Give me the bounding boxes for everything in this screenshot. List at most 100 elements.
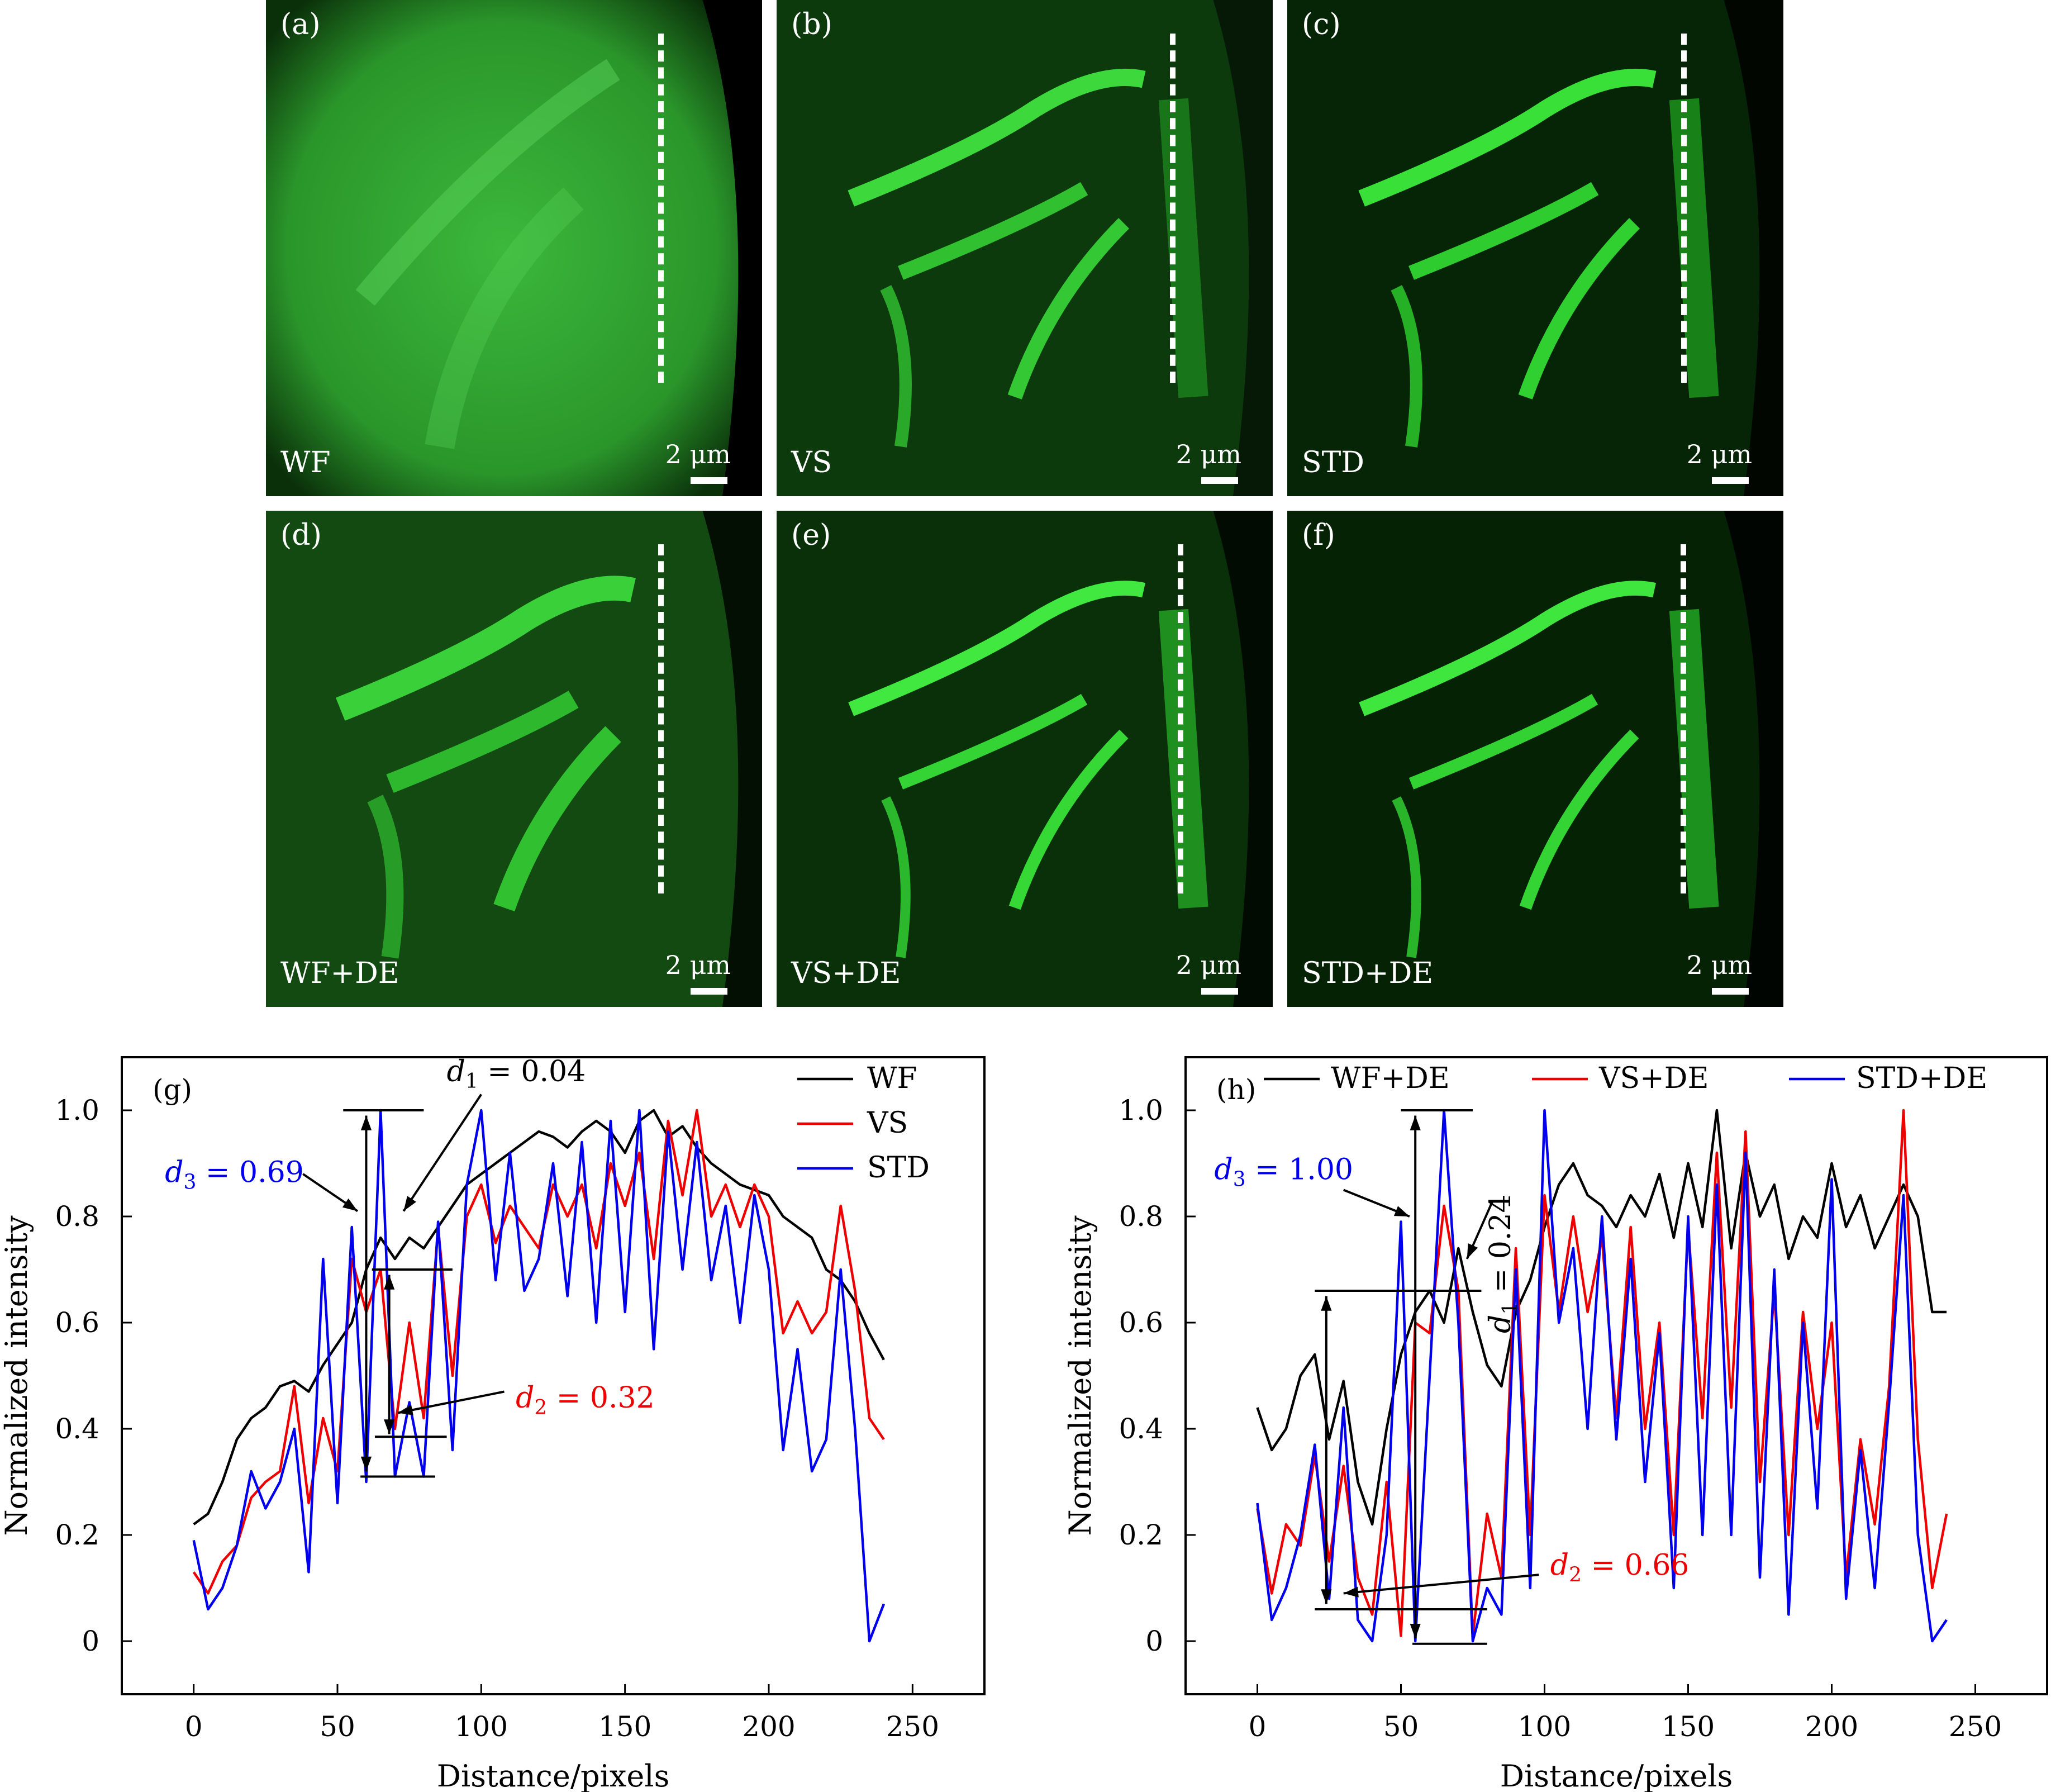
chart-1: 0 50 100 150 200 250 0 0.2 0.4 0.6 0.8 1.0 Distance/…	[1063, 1056, 2048, 1792]
y-tick-label: 0.4	[1119, 1413, 1163, 1445]
fluorescence-image-f	[1287, 511, 1783, 1007]
chart-0: 0 50 100 150 200 250 0 0.2 0.4 0.6 0.8 1.0 Distance/…	[0, 1055, 986, 1792]
d1-pointer-head	[1467, 1243, 1478, 1259]
method-label-f: STD+DE	[1302, 957, 1434, 990]
d3-arrow-up-head	[360, 1115, 372, 1130]
scale-bar-a	[691, 477, 727, 484]
y-tick-label: 0.4	[55, 1413, 99, 1445]
d2-pointer-head	[398, 1404, 413, 1415]
method-label-e: VS+DE	[791, 957, 901, 990]
d2-pointer-head	[1343, 1586, 1359, 1598]
d2-arrow-down-head	[384, 1419, 395, 1434]
y-tick-label: 0.2	[1119, 1519, 1163, 1551]
x-tick-label: 100	[455, 1710, 508, 1743]
legend-label: WF+DE	[1331, 1062, 1450, 1095]
distance-annotation-d2: d2 = 0.66	[1550, 1548, 1690, 1586]
panel-label-e: (e)	[791, 519, 831, 552]
panel-label-b: (b)	[791, 8, 832, 41]
panel-label-c: (c)	[1302, 8, 1341, 41]
series-line-wf-de	[1256, 1109, 1947, 1526]
fluorescence-image-a	[266, 0, 762, 496]
legend-label: STD	[867, 1151, 930, 1185]
fluorescence-image-c	[1287, 0, 1783, 496]
plot-frame	[121, 1056, 986, 1695]
distance-annotation-d3: d3 = 1.00	[1214, 1153, 1353, 1191]
line-profile-marker-b	[1170, 34, 1176, 383]
scale-bar-d	[691, 988, 727, 995]
image-panel-d: (d) WF+DE 2 μm	[266, 511, 762, 1007]
scale-bar-label-c: 2 μm	[1686, 439, 1752, 469]
y-tick-label: 1.0	[55, 1094, 99, 1126]
x-tick-label: 50	[1383, 1710, 1419, 1743]
scale-bar-label-d: 2 μm	[665, 950, 731, 980]
scale-bar-c	[1712, 477, 1749, 484]
scale-bar-b	[1201, 477, 1238, 484]
y-axis-label: Normalized intensity	[1063, 1215, 1098, 1536]
y-tick-label: 0.8	[1119, 1200, 1163, 1233]
distance-annotation-d1: d1 = 0.04	[447, 1055, 586, 1093]
line-profile-marker-c	[1681, 34, 1687, 383]
fluorescence-image-e	[777, 511, 1273, 1007]
plot-frame	[1184, 1056, 2048, 1695]
intensity-profile-charts: 0 50 100 150 200 250 0 0.2 0.4 0.6 0.8 1.0 Distance/…	[0, 1055, 2048, 1792]
d1-pointer-head	[403, 1196, 416, 1211]
panel-label-f: (f)	[1302, 519, 1335, 552]
y-tick-label: 0	[82, 1625, 99, 1657]
panel-label-d: (d)	[280, 519, 322, 552]
y-tick-label: 0.8	[55, 1200, 99, 1233]
x-tick-label: 200	[742, 1710, 795, 1743]
image-panel-b: (b) VS 2 μm	[777, 0, 1273, 496]
x-tick-label: 150	[1662, 1710, 1715, 1743]
legend-label: WF	[867, 1062, 917, 1095]
d2-pointer	[1343, 1574, 1539, 1595]
panel-label: (g)	[153, 1073, 192, 1106]
series-line-std	[192, 1109, 885, 1643]
d3-pointer-head	[1393, 1206, 1410, 1216]
y-tick-label: 1.0	[1119, 1094, 1163, 1126]
image-panel-e: (e) VS+DE 2 μm	[777, 511, 1273, 1007]
scale-bar-label-a: 2 μm	[665, 439, 731, 469]
image-panel-a: (a) WF 2 μm	[266, 0, 762, 496]
y-tick-label: 0	[1145, 1625, 1163, 1657]
x-tick-label: 50	[320, 1710, 355, 1743]
legend-label: VS+DE	[1598, 1062, 1709, 1095]
method-label-c: STD	[1302, 446, 1364, 479]
x-axis-label: Distance/pixels	[1500, 1758, 1733, 1792]
scale-bar-f	[1712, 988, 1749, 995]
d2-arrow-up-head	[1321, 1296, 1332, 1311]
distance-annotation-d3: d3 = 0.69	[165, 1156, 304, 1194]
series-line-vs-de	[1256, 1109, 1948, 1637]
line-profile-marker-d	[658, 544, 664, 893]
panel-label-a: (a)	[280, 8, 321, 41]
method-label-b: VS	[791, 446, 832, 479]
x-tick-label: 0	[185, 1710, 203, 1743]
x-tick-label: 250	[886, 1710, 939, 1743]
d3-arrow-down-head	[360, 1456, 372, 1471]
d2-pointer	[397, 1390, 505, 1414]
d3-pointer-head	[342, 1198, 358, 1211]
fluorescence-image-d	[266, 511, 762, 1007]
method-label-a: WF	[280, 446, 331, 479]
legend-label: VS	[867, 1106, 908, 1140]
y-axis-label: Normalized intensity	[0, 1215, 34, 1536]
x-tick-label: 0	[1249, 1710, 1267, 1743]
d2-arrow-up-head	[384, 1275, 395, 1290]
d3-arrow-down-head	[1410, 1623, 1421, 1639]
scale-bar-e	[1201, 988, 1238, 995]
line-profile-marker-e	[1178, 544, 1183, 893]
line-profile-marker-a	[658, 34, 664, 383]
image-panel-c: (c) STD 2 μm	[1287, 0, 1783, 496]
legend-label: STD+DE	[1856, 1062, 1987, 1095]
scale-bar-label-b: 2 μm	[1176, 439, 1241, 469]
series-line-std-de	[1256, 1109, 1948, 1643]
scale-bar-label-f: 2 μm	[1686, 950, 1752, 980]
x-tick-label: 250	[1949, 1710, 2002, 1743]
x-tick-label: 100	[1518, 1710, 1571, 1743]
line-profile-marker-f	[1681, 544, 1686, 893]
image-panel-f: (f) STD+DE 2 μm	[1287, 511, 1783, 1007]
d2-arrow-down-head	[1321, 1589, 1332, 1604]
scale-bar-label-e: 2 μm	[1176, 950, 1241, 980]
distance-annotation-d1: d1 = 0.24	[1484, 1194, 1522, 1333]
y-tick-label: 0.6	[1119, 1306, 1163, 1339]
distance-annotation-d2: d2 = 0.32	[516, 1381, 655, 1419]
